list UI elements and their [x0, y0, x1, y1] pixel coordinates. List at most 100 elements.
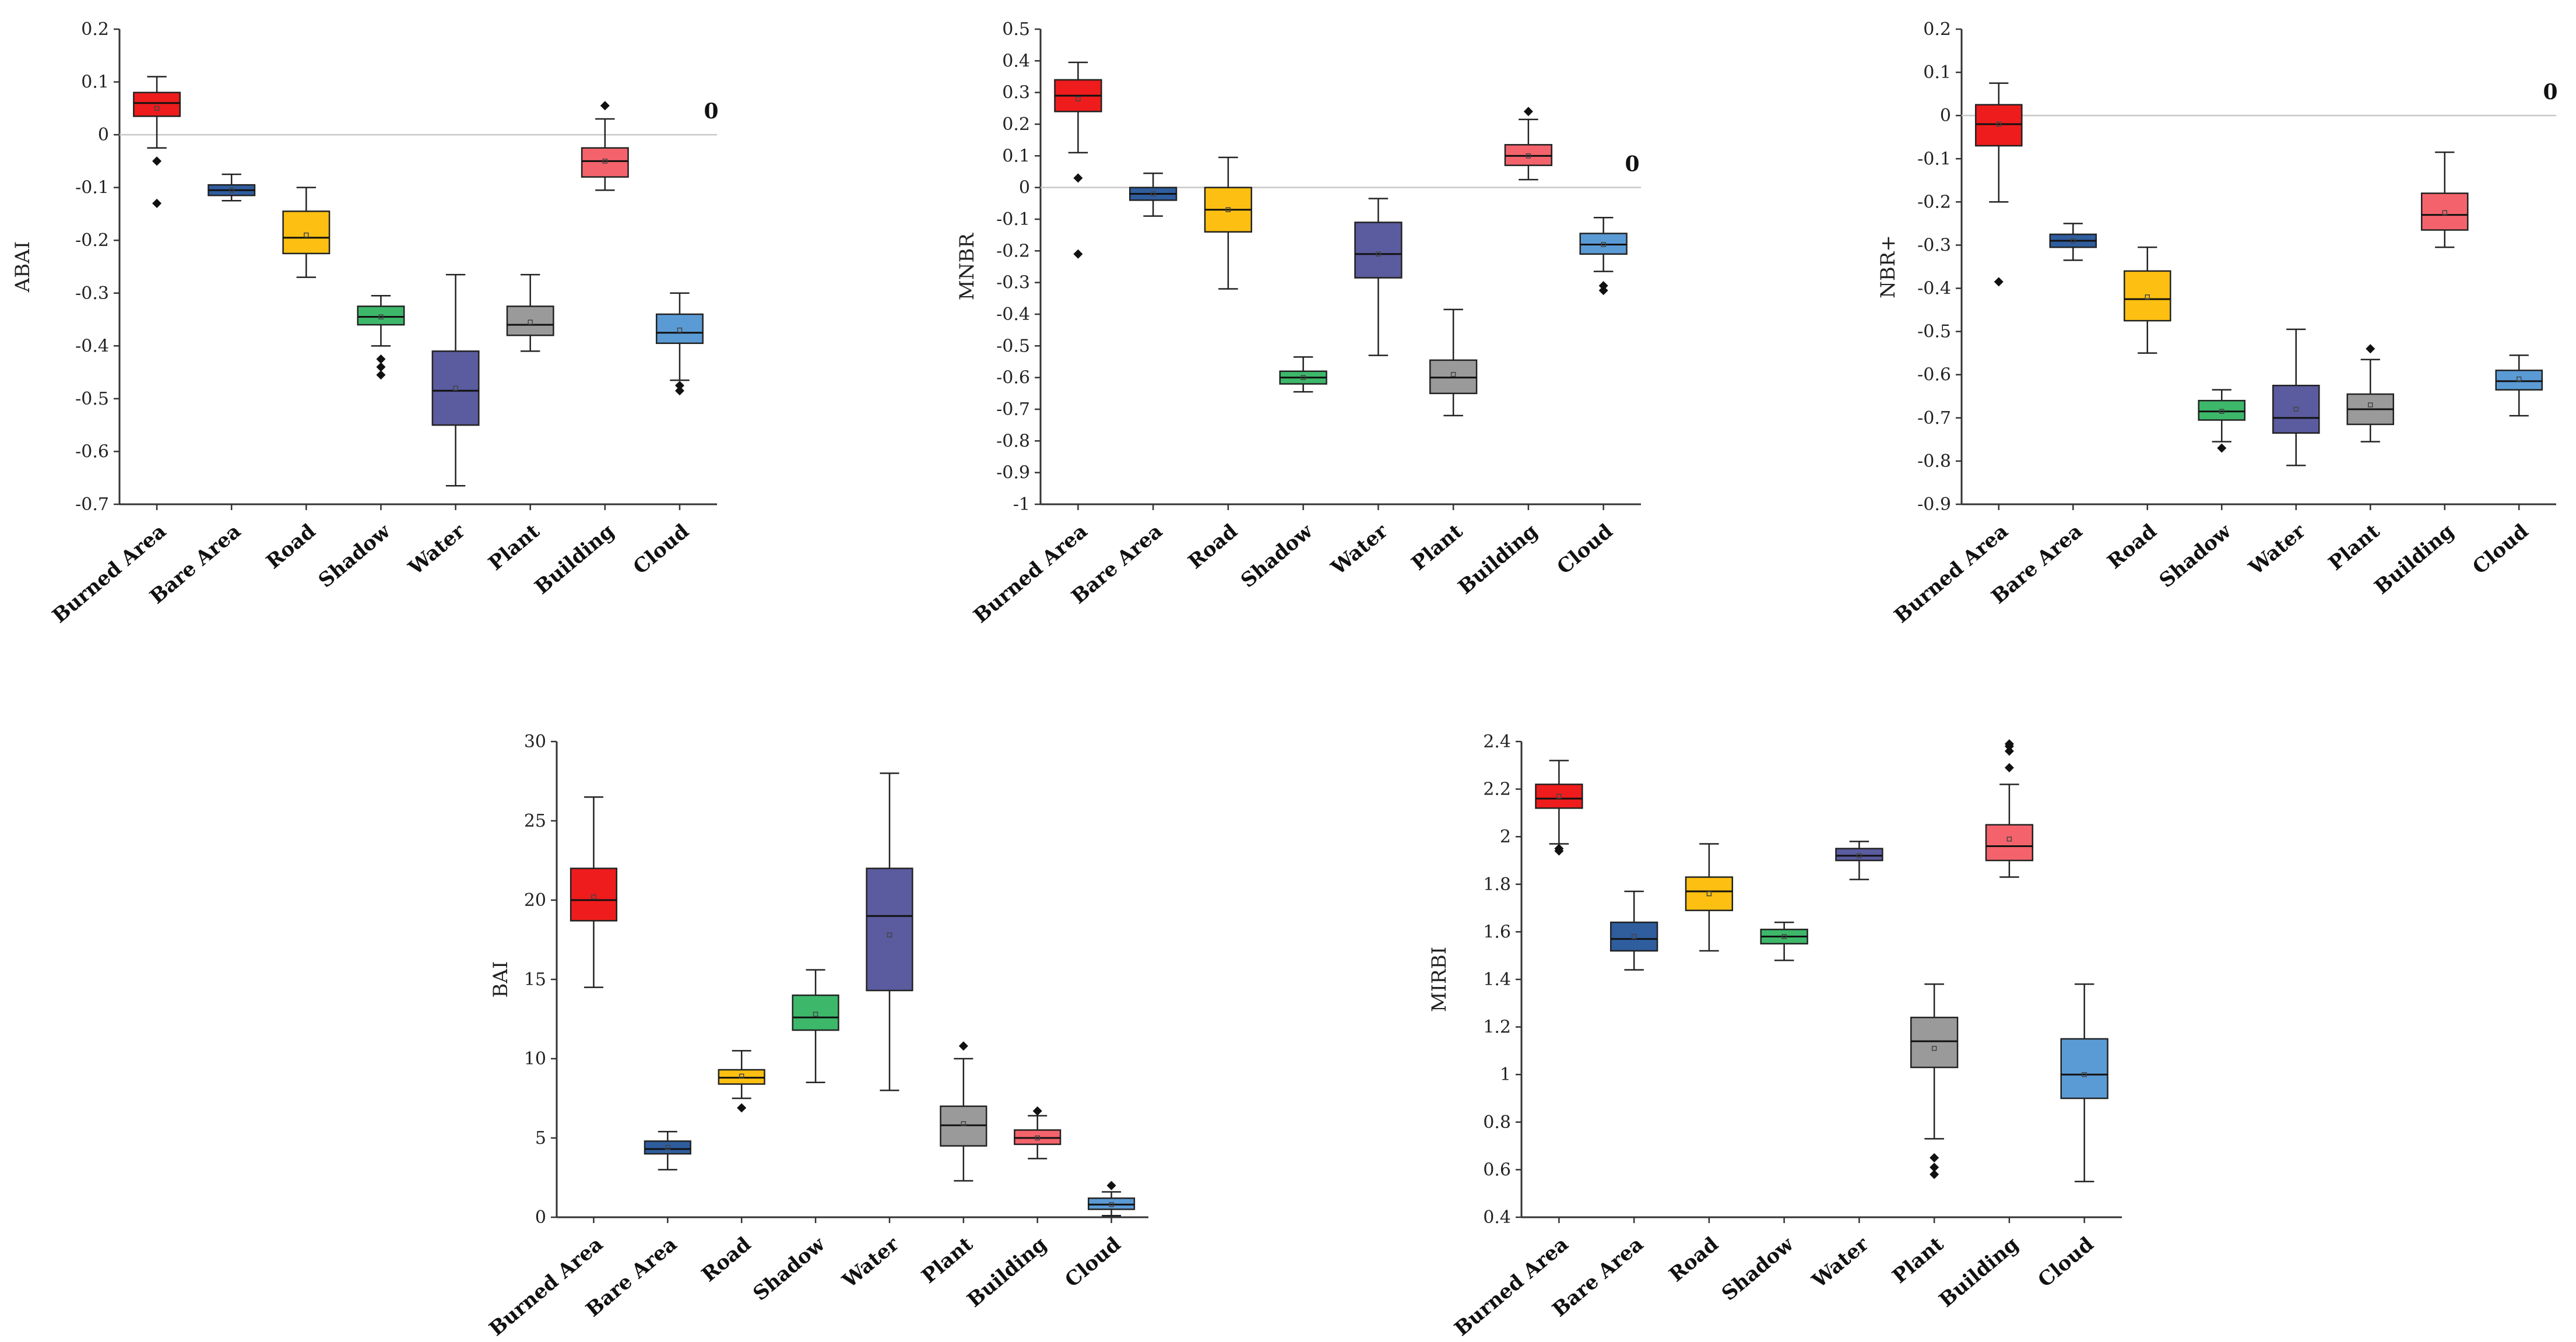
y-tick-label: -0.1 [75, 178, 109, 198]
mean-marker [1035, 1135, 1040, 1141]
x-category-label: Road [1665, 1232, 1723, 1287]
mean-marker [378, 314, 384, 319]
x-category-label: Water [404, 519, 470, 580]
mean-marker [1450, 371, 1456, 377]
x-category-label: Building [1454, 519, 1542, 599]
y-tick-label: -0.7 [996, 399, 1030, 420]
box-water [2272, 328, 2320, 466]
box-shadow [792, 969, 839, 1084]
x-category-label: Road [1184, 519, 1242, 574]
box-bare-area [644, 1130, 691, 1171]
outlier-point [2004, 746, 2014, 756]
y-tick-label: -0.8 [1917, 451, 1951, 472]
mean-marker [2442, 210, 2447, 216]
mean-marker [453, 385, 458, 391]
mean-marker [677, 327, 683, 333]
x-category-label: Road [697, 1232, 755, 1287]
y-tick-label: 0.4 [1483, 1207, 1511, 1228]
interquartile-box [655, 313, 704, 345]
y-tick-label: 5 [535, 1128, 546, 1148]
x-category-label: Shadow [2155, 519, 2236, 593]
box-plant [2346, 344, 2395, 442]
x-category-label: Building [2370, 519, 2459, 599]
x-category-label: Building [963, 1232, 1052, 1312]
mean-marker [961, 1121, 967, 1126]
y-tick-label: -0.6 [996, 368, 1030, 388]
y-tick-label: -0.1 [1917, 149, 1951, 169]
y-tick-label: 25 [524, 811, 546, 831]
y-tick-label: 0 [98, 125, 109, 145]
x-category-label: Road [262, 519, 320, 574]
y-tick-label: 0 [1940, 106, 1951, 126]
y-tick-label: -0.2 [1917, 192, 1951, 212]
y-tick-label: -0.5 [75, 389, 109, 409]
y-axis-title: MNBR [955, 233, 979, 301]
y-tick-label: 0.3 [1002, 83, 1030, 103]
interquartile-box [1535, 784, 1583, 809]
abai-boxplot-panel: 0.2 0.1 0 -0.1 -0.2 -0.3 -0.4 -0.5 -0.6 -0.7 ABAI 0… [11, 19, 719, 628]
y-tick-label: 10 [524, 1049, 546, 1069]
y-tick-label: -0.4 [1917, 279, 1951, 299]
interquartile-box [133, 92, 181, 117]
box-road [2123, 246, 2171, 354]
interquartile-box [581, 147, 629, 178]
mean-marker [304, 232, 309, 238]
interquartile-box [431, 350, 480, 426]
mean-marker [2517, 376, 2522, 382]
y-tick-label: -0.1 [996, 209, 1030, 230]
interquartile-box [1835, 848, 1883, 862]
outlier-point [2004, 763, 2014, 772]
interquartile-box [2420, 192, 2469, 231]
y-tick-label: 0.2 [1923, 19, 1951, 40]
box-road [282, 187, 331, 278]
y-tick-label: 0.2 [1002, 114, 1030, 135]
x-category-label: Plant [2324, 519, 2384, 575]
box-burned-area [1974, 82, 2023, 287]
y-tick-label: -0.9 [1917, 494, 1951, 515]
x-category-label: Cloud [2034, 1232, 2099, 1292]
x-category-label: Cloud [629, 519, 694, 579]
y-tick-label: -0.8 [996, 431, 1030, 451]
x-category-label: Water [1326, 519, 1392, 580]
mean-marker [739, 1073, 744, 1079]
interquartile-box [644, 1140, 691, 1155]
outlier-point [2217, 443, 2227, 453]
interquartile-box [1974, 104, 2023, 147]
mean-marker [1706, 891, 1712, 897]
y-tick-label: -0.3 [1917, 235, 1951, 255]
box-bare-area [1129, 172, 1178, 217]
x-category-label: Burned Area [1890, 519, 2013, 628]
x-category-label: Building [1935, 1232, 2023, 1312]
x-category-label: Shadow [1717, 1232, 1798, 1306]
mean-marker [528, 319, 533, 325]
box-cloud [655, 292, 704, 396]
box-road [1685, 843, 1734, 952]
y-tick-label: -0.3 [75, 283, 109, 304]
box-shadow [357, 295, 405, 380]
x-category-label: Road [2103, 519, 2162, 574]
nbr-plus-boxplot-panel: 0.2 0.1 0 -0.1 -0.2 -0.3 -0.4 -0.5 -0.6 -0.7 -0.8 -… [1876, 19, 2558, 628]
outlier-point [1032, 1106, 1042, 1116]
y-tick-label: 1.6 [1483, 922, 1511, 942]
y-tick-label: -0.9 [996, 463, 1030, 483]
y-tick-label: 0 [1019, 178, 1030, 198]
mean-marker [1526, 153, 1531, 159]
x-category-label: Water [2244, 519, 2310, 580]
box-shadow [1279, 356, 1327, 393]
outlier-point [1106, 1181, 1116, 1190]
x-category-label: Burned Area [1450, 1232, 1573, 1341]
y-axis-title: ABAI [11, 241, 34, 293]
y-tick-label: 0.1 [1002, 146, 1030, 166]
outlier-point [1994, 277, 2004, 287]
outlier-point [1598, 286, 1608, 296]
y-tick-label: 0.6 [1483, 1160, 1511, 1180]
mean-marker [887, 932, 892, 938]
outlier-point [152, 156, 162, 166]
box-plant [1429, 308, 1478, 417]
outlier-point [674, 381, 684, 391]
outlier-point [958, 1041, 968, 1051]
mean-marker [1109, 1202, 1114, 1207]
y-tick-label: 0.1 [1923, 62, 1951, 83]
y-tick-label: -0.5 [1917, 322, 1951, 342]
x-category-label: Shadow [749, 1232, 830, 1306]
